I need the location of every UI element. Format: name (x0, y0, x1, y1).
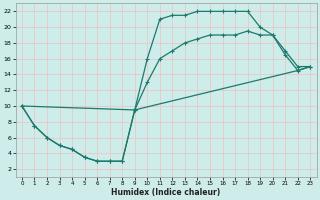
X-axis label: Humidex (Indice chaleur): Humidex (Indice chaleur) (111, 188, 221, 197)
